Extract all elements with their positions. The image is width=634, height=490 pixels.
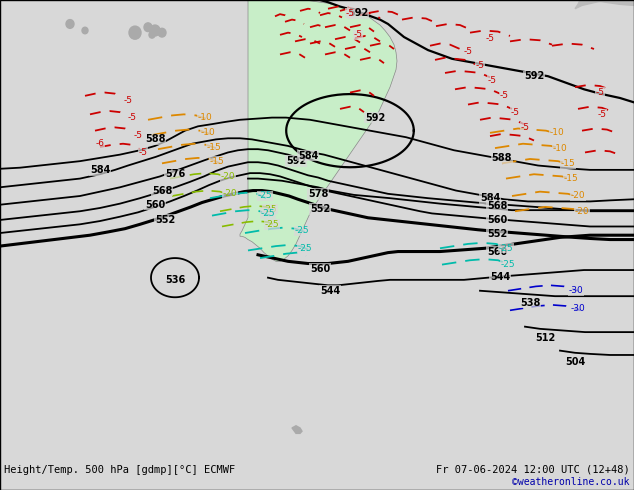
Text: -5: -5	[597, 110, 607, 119]
Text: -6: -6	[96, 139, 105, 148]
Text: 560: 560	[487, 215, 507, 225]
Polygon shape	[575, 0, 634, 9]
Text: ©weatheronline.co.uk: ©weatheronline.co.uk	[512, 477, 630, 487]
Text: -20: -20	[221, 172, 235, 181]
Text: -5: -5	[500, 91, 508, 100]
Polygon shape	[248, 0, 272, 11]
Text: 560: 560	[310, 264, 330, 274]
Text: -25: -25	[257, 192, 273, 200]
Text: -25: -25	[295, 226, 309, 235]
Text: 552: 552	[310, 204, 330, 214]
Text: 584: 584	[90, 165, 110, 175]
Text: -5: -5	[124, 96, 133, 105]
Text: -25: -25	[298, 244, 313, 253]
Text: Height/Temp. 500 hPa [gdmp][°C] ECMWF: Height/Temp. 500 hPa [gdmp][°C] ECMWF	[4, 465, 235, 475]
Text: -5: -5	[488, 76, 496, 85]
Text: 584: 584	[480, 193, 500, 203]
Text: -5: -5	[510, 108, 519, 117]
Text: 552: 552	[487, 229, 507, 239]
Text: -10: -10	[198, 113, 212, 122]
Polygon shape	[292, 426, 302, 433]
Text: 588: 588	[145, 134, 165, 145]
Text: 578: 578	[308, 189, 328, 199]
Text: -5: -5	[476, 61, 484, 70]
Text: 588: 588	[492, 153, 512, 163]
Text: 538: 538	[520, 298, 540, 308]
Text: 560: 560	[487, 246, 507, 257]
Text: -5: -5	[134, 130, 143, 140]
Text: -20: -20	[571, 192, 585, 200]
Text: -15: -15	[210, 157, 224, 166]
Text: -5: -5	[354, 30, 363, 39]
Text: -20: -20	[223, 189, 237, 198]
Circle shape	[150, 25, 160, 36]
Text: -30: -30	[569, 286, 583, 295]
Text: -25: -25	[264, 220, 280, 229]
Polygon shape	[240, 0, 397, 261]
Text: -5: -5	[521, 123, 529, 132]
Text: -15: -15	[564, 174, 578, 183]
Circle shape	[66, 20, 74, 28]
Text: 560: 560	[145, 200, 165, 210]
Text: -25: -25	[501, 260, 515, 269]
Text: -5: -5	[486, 34, 495, 43]
Text: 504: 504	[565, 357, 585, 367]
Text: 552: 552	[155, 215, 175, 225]
Text: -15: -15	[560, 159, 576, 168]
Text: 584: 584	[298, 151, 318, 161]
Text: -10: -10	[553, 144, 567, 152]
Text: 544: 544	[490, 271, 510, 282]
Text: 544: 544	[320, 286, 340, 296]
Text: -20: -20	[574, 207, 590, 216]
Text: 592: 592	[365, 113, 385, 122]
Text: 568: 568	[152, 186, 172, 196]
Circle shape	[158, 28, 166, 37]
Circle shape	[82, 27, 88, 34]
Text: -10: -10	[550, 128, 564, 137]
Text: -5: -5	[463, 47, 472, 56]
Text: 592: 592	[348, 8, 368, 18]
Text: -5: -5	[595, 88, 604, 97]
Circle shape	[149, 31, 155, 38]
Text: -15: -15	[207, 143, 221, 151]
Text: Fr 07-06-2024 12:00 UTC (12+48): Fr 07-06-2024 12:00 UTC (12+48)	[436, 465, 630, 475]
Text: -25: -25	[499, 244, 514, 253]
Text: 576: 576	[165, 169, 185, 179]
Text: 592: 592	[524, 71, 544, 81]
Text: 568: 568	[487, 201, 507, 211]
Text: -30: -30	[571, 304, 585, 313]
Text: 536: 536	[165, 275, 185, 285]
Text: -25: -25	[262, 204, 277, 214]
Text: -10: -10	[200, 128, 216, 137]
Text: 592: 592	[286, 156, 306, 166]
Text: 512: 512	[535, 333, 555, 343]
Text: -5: -5	[138, 148, 148, 157]
Circle shape	[144, 23, 152, 31]
Text: -25: -25	[261, 209, 275, 218]
Circle shape	[129, 26, 141, 39]
Text: -5: -5	[127, 113, 136, 122]
Text: -5: -5	[346, 8, 354, 18]
